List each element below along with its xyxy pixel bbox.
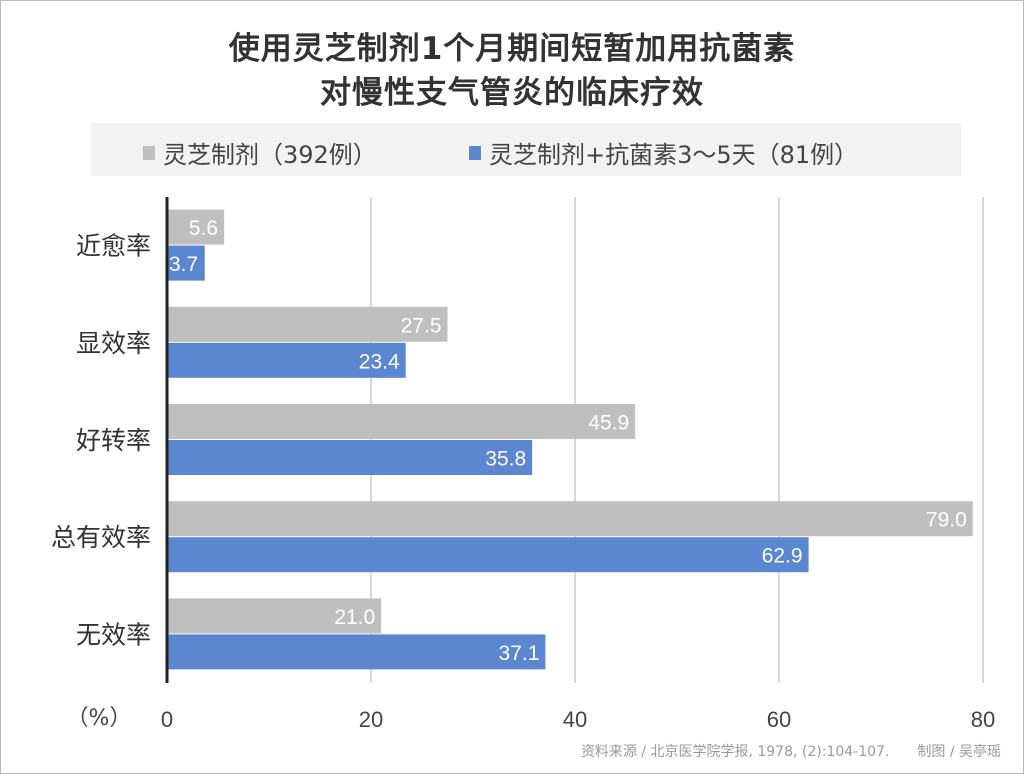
legend-label: 灵芝制剂（392例） [163, 141, 377, 169]
category-label: 显效率 [76, 329, 151, 358]
source-note: 资料来源 / 北京医学院学报, 1978, (2):104-107. [580, 744, 890, 760]
data-label: 35.8 [485, 448, 526, 471]
chart-title-line1: 使用灵芝制剂1个月期间短暂加用抗菌素 [228, 31, 796, 67]
bar-lingzhi [167, 598, 382, 634]
bar-combo [167, 634, 546, 670]
data-label: 79.0 [926, 509, 967, 532]
category-label: 好转率 [76, 426, 151, 455]
bar-lingzhi [167, 209, 225, 245]
x-tick-label: 80 [971, 707, 995, 732]
legend-swatch [469, 145, 481, 160]
bar-combo [167, 245, 205, 281]
legend-item-combo: 灵芝制剂+抗菌素3～5天（81例） [469, 135, 858, 170]
legend: 灵芝制剂（392例） 灵芝制剂+抗菌素3～5天（81例） [91, 123, 961, 176]
footer: 资料来源 / 北京医学院学报, 1978, (2):104-107. 制图 / 吴… [553, 741, 1001, 761]
bar-lingzhi [167, 501, 973, 537]
x-axis-label: （%） [67, 706, 132, 731]
x-tick-label: 40 [563, 707, 587, 732]
bar-combo [167, 342, 406, 378]
chart-title-line2: 对慢性支气管炎的临床疗效 [320, 75, 704, 111]
data-label: 5.6 [189, 217, 218, 240]
category-label: 无效率 [76, 620, 151, 649]
category-label: 总有效率 [51, 523, 151, 552]
bar-lingzhi [167, 404, 636, 439]
x-tick-label: 0 [161, 707, 173, 732]
bar-combo [167, 537, 809, 573]
legend-swatch [143, 145, 155, 160]
data-label: 23.4 [359, 350, 400, 373]
legend-label: 灵芝制剂+抗菌素3～5天（81例） [489, 141, 859, 169]
data-label: 37.1 [499, 642, 540, 665]
legend-item-lingzhi: 灵芝制剂（392例） [143, 135, 377, 170]
data-label: 27.5 [401, 314, 442, 337]
data-label: 45.9 [588, 412, 629, 435]
bar-lingzhi [167, 306, 448, 342]
data-label: 3.7 [169, 253, 198, 276]
category-label: 近愈率 [76, 232, 151, 261]
bar-combo [167, 440, 533, 475]
author-note: 制图 / 吴亭瑶 [917, 744, 1001, 760]
data-label: 21.0 [334, 606, 375, 629]
x-tick-label: 60 [767, 707, 791, 732]
data-label: 62.9 [762, 545, 803, 568]
x-tick-label: 20 [359, 707, 383, 732]
